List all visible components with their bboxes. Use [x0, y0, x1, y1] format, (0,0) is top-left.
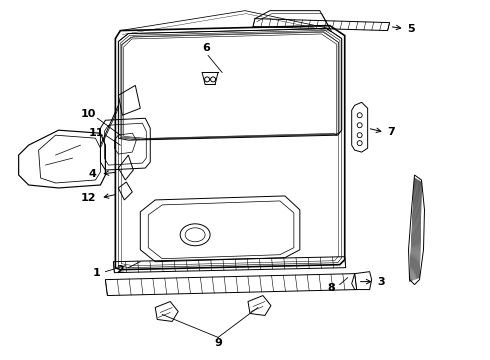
Text: 7: 7 — [388, 127, 395, 137]
Text: 2: 2 — [117, 265, 124, 275]
Text: 12: 12 — [81, 193, 97, 203]
Text: 5: 5 — [408, 24, 415, 33]
Text: 4: 4 — [89, 169, 97, 179]
Text: 8: 8 — [327, 283, 335, 293]
Text: 6: 6 — [202, 44, 210, 54]
Text: 10: 10 — [81, 109, 96, 119]
Text: 3: 3 — [378, 276, 385, 287]
Text: 1: 1 — [93, 267, 100, 278]
Text: 9: 9 — [214, 338, 222, 348]
Text: 11: 11 — [89, 128, 104, 138]
